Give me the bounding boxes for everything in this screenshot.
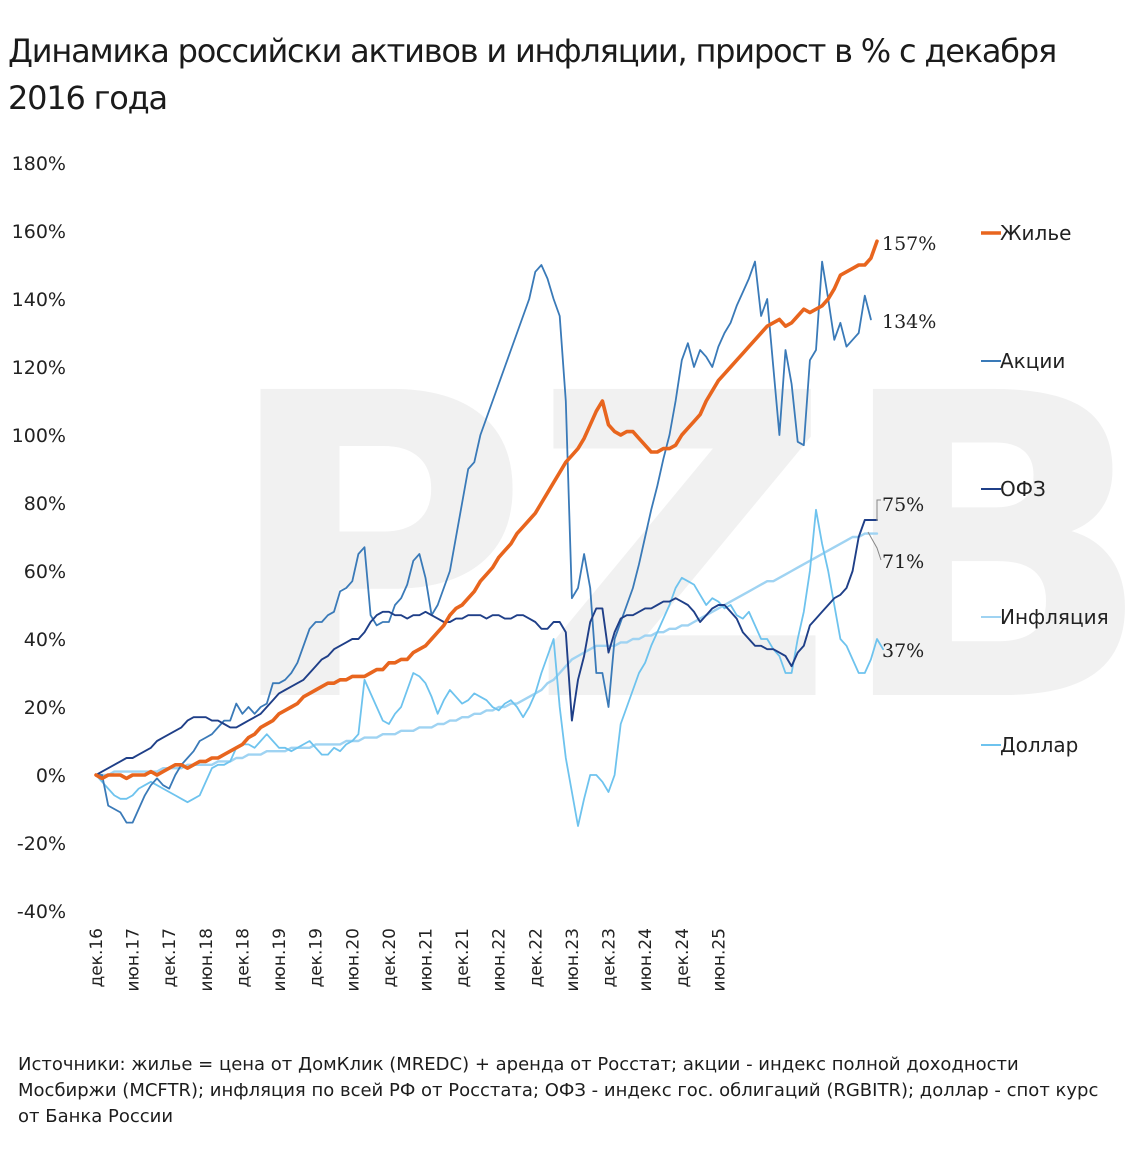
source-note: Источники: жилье = цена от ДомКлик (MRED…: [18, 1054, 1099, 1127]
series-line-dollar: [95, 508, 884, 827]
chart-title: Динамика российски активов и инфляции, п…: [8, 32, 1057, 117]
legend-label-inflation: Инфляция: [1000, 605, 1109, 629]
x-tick-label: дек.17: [160, 928, 180, 988]
end-labels: 157% 134% 75% 71% 37%: [867, 233, 936, 662]
x-tick-label: июн.24: [636, 928, 656, 992]
y-tick-label: -20%: [17, 833, 66, 855]
x-tick-label: июн.23: [563, 928, 583, 992]
x-tick-label: дек.19: [307, 928, 327, 988]
x-tick-label: дек.22: [526, 928, 546, 988]
y-tick-label: 120%: [12, 357, 66, 379]
x-tick-label: дек.18: [233, 928, 253, 988]
chart: PZB -40% -20% 0% 20% 40% 60% 80% 100% 120% 140% 16…: [12, 153, 1145, 992]
x-tick-label: дек.20: [380, 928, 400, 988]
watermark: PZB: [222, 306, 1145, 795]
leader-line-ofz: [876, 499, 881, 521]
legend-label-ofz: ОФЗ: [1000, 477, 1046, 501]
x-tick-label: дек.16: [87, 928, 107, 988]
end-label-dollar: 37%: [882, 640, 924, 662]
end-label-housing: 157%: [882, 233, 936, 255]
y-tick-label: 40%: [24, 629, 66, 651]
y-tick-label: -40%: [17, 901, 66, 923]
x-tick-label: июн.20: [343, 928, 363, 992]
y-tick-label: 60%: [24, 561, 66, 583]
x-tick-label: июн.22: [490, 928, 510, 992]
end-label-inflation: 71%: [882, 551, 924, 573]
series-line-ofz: [95, 519, 878, 776]
x-axis: дек.16 июн.17 дек.17 июн.18 дек.18 июн.19 дек.…: [87, 928, 729, 992]
legend: Жилье Акции ОФЗ Инфляция Доллар: [981, 221, 1109, 757]
y-axis: -40% -20% 0% 20% 40% 60% 80% 100% 120% 140% 160% 18…: [12, 153, 66, 923]
y-tick-label: 140%: [12, 289, 66, 311]
x-tick-label: июн.25: [709, 928, 729, 992]
x-tick-label: дек.21: [453, 928, 473, 988]
x-tick-label: июн.19: [270, 928, 290, 992]
series-line-stocks: [95, 260, 872, 824]
end-label-ofz: 75%: [882, 494, 924, 516]
legend-label-stocks: Акции: [1000, 349, 1065, 373]
x-tick-label: дек.23: [600, 928, 620, 988]
series-line-housing: [94, 239, 879, 781]
leader-line-inflation: [867, 531, 882, 561]
series-lines: [94, 239, 884, 827]
x-tick-label: июн.17: [124, 928, 144, 992]
y-tick-label: 0%: [36, 765, 66, 787]
x-tick-label: дек.24: [673, 928, 693, 988]
x-tick-label: июн.21: [416, 928, 436, 992]
y-tick-label: 180%: [12, 153, 66, 175]
y-tick-label: 80%: [24, 493, 66, 515]
legend-label-dollar: Доллар: [1000, 733, 1078, 757]
y-tick-label: 20%: [24, 697, 66, 719]
y-tick-label: 160%: [12, 221, 66, 243]
legend-label-housing: Жилье: [1000, 221, 1071, 245]
x-tick-label: июн.18: [197, 928, 217, 992]
end-label-stocks: 134%: [882, 311, 936, 333]
y-tick-label: 100%: [12, 425, 66, 447]
series-line-inflation: [94, 532, 879, 777]
